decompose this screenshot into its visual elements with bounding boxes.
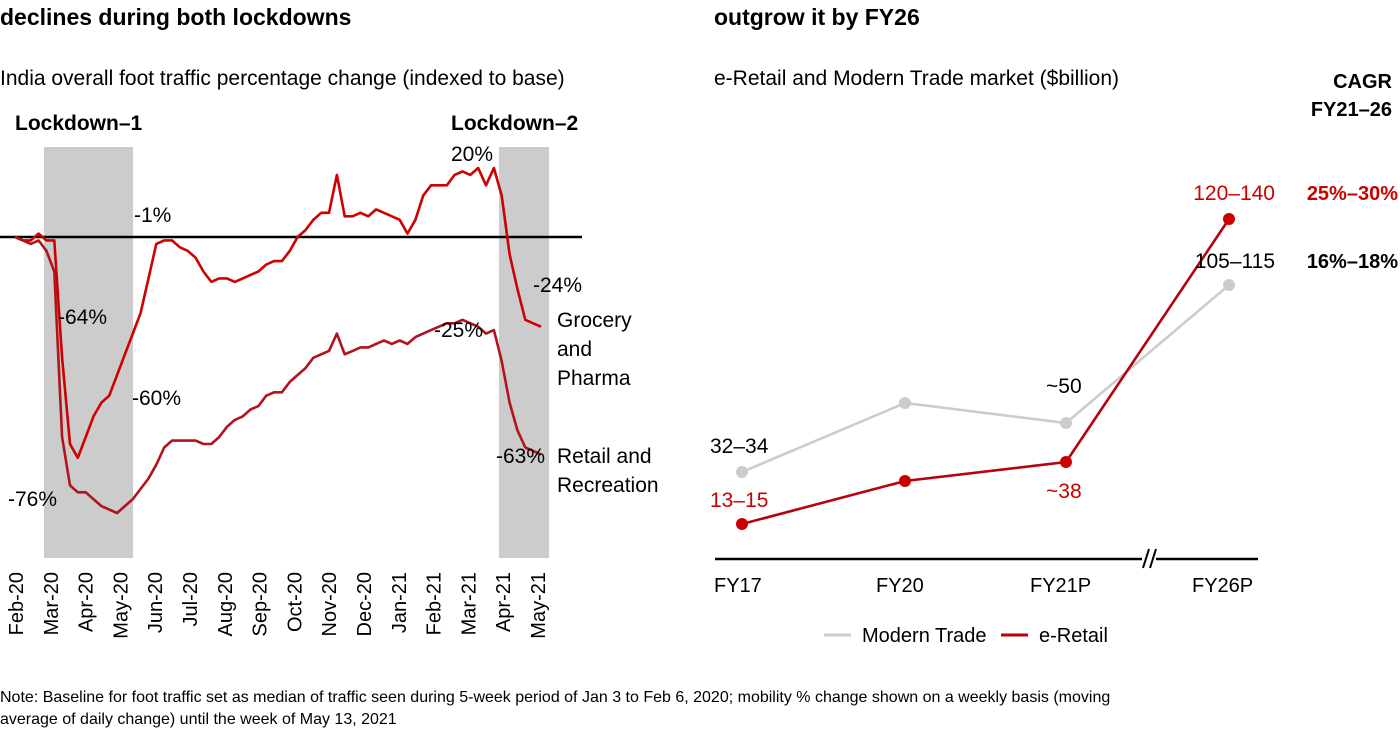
annotation-retail-2: -25% — [434, 319, 483, 342]
value-label-modern-trade: ~50 — [1046, 375, 1082, 398]
x-tick-label: FY26P — [1192, 575, 1253, 597]
axis-break-mark — [1142, 548, 1150, 569]
data-point-e-retail — [1223, 213, 1235, 225]
legend-label-modern-trade: Modern Trade — [862, 625, 987, 647]
cagr-header: CAGR FY21–26 — [1311, 68, 1392, 124]
series-label-grocery-line2: and — [557, 338, 592, 361]
annotation-grocery-3: -24% — [533, 274, 582, 297]
annotation-retail-3: -63% — [496, 445, 545, 468]
left-chart-subtitle: India overall foot traffic percentage ch… — [0, 67, 565, 90]
footnote-line2: average of daily change) until the week … — [0, 711, 397, 728]
lockdown-label-2: Lockdown–2 — [451, 112, 578, 135]
x-tick-label: FY20 — [876, 575, 924, 597]
x-tick-label: Jun-20 — [145, 572, 167, 633]
x-tick-label: FY21P — [1030, 575, 1091, 597]
series-line-retail-and-recreation — [14, 235, 542, 515]
annotation-grocery-2: 20% — [451, 143, 493, 166]
annotation-retail-0: -76% — [8, 488, 57, 511]
x-tick-label: Mar-20 — [41, 572, 63, 635]
foot-traffic-chart: Lockdown–1 Lockdown–2 -1% -64% 20% -24% -76% -… — [0, 112, 659, 639]
x-tick-label: Jul-20 — [180, 572, 202, 626]
cagr-value-modern-trade: 16%–18% — [1307, 251, 1398, 273]
x-tick-label: Feb-21 — [424, 572, 446, 635]
footnote-line1: Note: Baseline for foot traffic set as m… — [0, 689, 1111, 706]
x-tick-label: Oct-20 — [284, 572, 306, 632]
axis-break-mark — [1149, 548, 1157, 569]
value-label-e-retail: ~38 — [1046, 480, 1082, 503]
x-tick-label: May-21 — [528, 572, 550, 639]
lockdown-shade-2 — [499, 147, 549, 558]
series-label-retail-line2: Recreation — [557, 474, 659, 497]
cagr-header-line2: FY21–26 — [1310, 99, 1392, 121]
x-tick-label: Mar-21 — [458, 572, 480, 635]
value-label-modern-trade: 105–115 — [1195, 250, 1275, 273]
series-line-e-retail — [741, 218, 1231, 526]
right-chart-title: outgrow it by FY26 — [714, 4, 920, 30]
market-size-chart: 32–34 ~50 105–115 16%–18% 13–15 ~38 120–140 25%… — [710, 182, 1398, 647]
series-label-retail-line1: Retail and — [557, 445, 652, 468]
data-point-e-retail — [1060, 456, 1072, 468]
x-tick-label: FY17 — [714, 575, 762, 597]
x-tick-label: May-20 — [110, 572, 132, 639]
right-chart-subtitle: e-Retail and Modern Trade market ($billi… — [714, 67, 1120, 90]
x-tick-label: Feb-20 — [6, 572, 28, 635]
footnote: Note: Baseline for foot traffic set as m… — [0, 687, 1400, 731]
value-label-modern-trade: 32–34 — [710, 435, 769, 458]
x-tick-label: Apr-20 — [76, 572, 98, 632]
x-tick-label: Sep-20 — [250, 572, 272, 637]
x-tick-label: Apr-21 — [493, 572, 515, 632]
x-tick-label: Aug-20 — [215, 572, 237, 637]
series-label-grocery-line3: Pharma — [557, 367, 631, 390]
data-point-modern-trade — [899, 397, 911, 409]
annotation-grocery-1: -64% — [58, 306, 107, 329]
data-point-e-retail — [899, 475, 911, 487]
cagr-header-line1: CAGR — [1333, 71, 1392, 93]
series-line-modern-trade — [741, 284, 1230, 474]
value-label-e-retail: 13–15 — [710, 489, 768, 512]
value-label-e-retail: 120–140 — [1193, 182, 1275, 205]
x-tick-label: Jan-21 — [389, 572, 411, 633]
left-chart-title: declines during both lockdowns — [0, 4, 352, 30]
annotation-grocery-0: -1% — [134, 204, 171, 227]
data-point-modern-trade — [1223, 279, 1235, 291]
x-tick-label: Nov-20 — [319, 572, 341, 636]
x-tick-label: Dec-20 — [354, 572, 376, 636]
data-point-e-retail — [736, 518, 748, 530]
data-point-modern-trade — [736, 466, 748, 478]
data-point-modern-trade — [1060, 417, 1072, 429]
series-label-grocery-line1: Grocery — [557, 309, 632, 332]
legend-label-e-retail: e-Retail — [1039, 625, 1108, 647]
lockdown-label-1: Lockdown–1 — [15, 112, 143, 135]
annotation-retail-1: -60% — [132, 387, 181, 410]
series-line-grocery-and-pharma — [14, 166, 542, 460]
cagr-value-e-retail: 25%–30% — [1307, 183, 1398, 205]
